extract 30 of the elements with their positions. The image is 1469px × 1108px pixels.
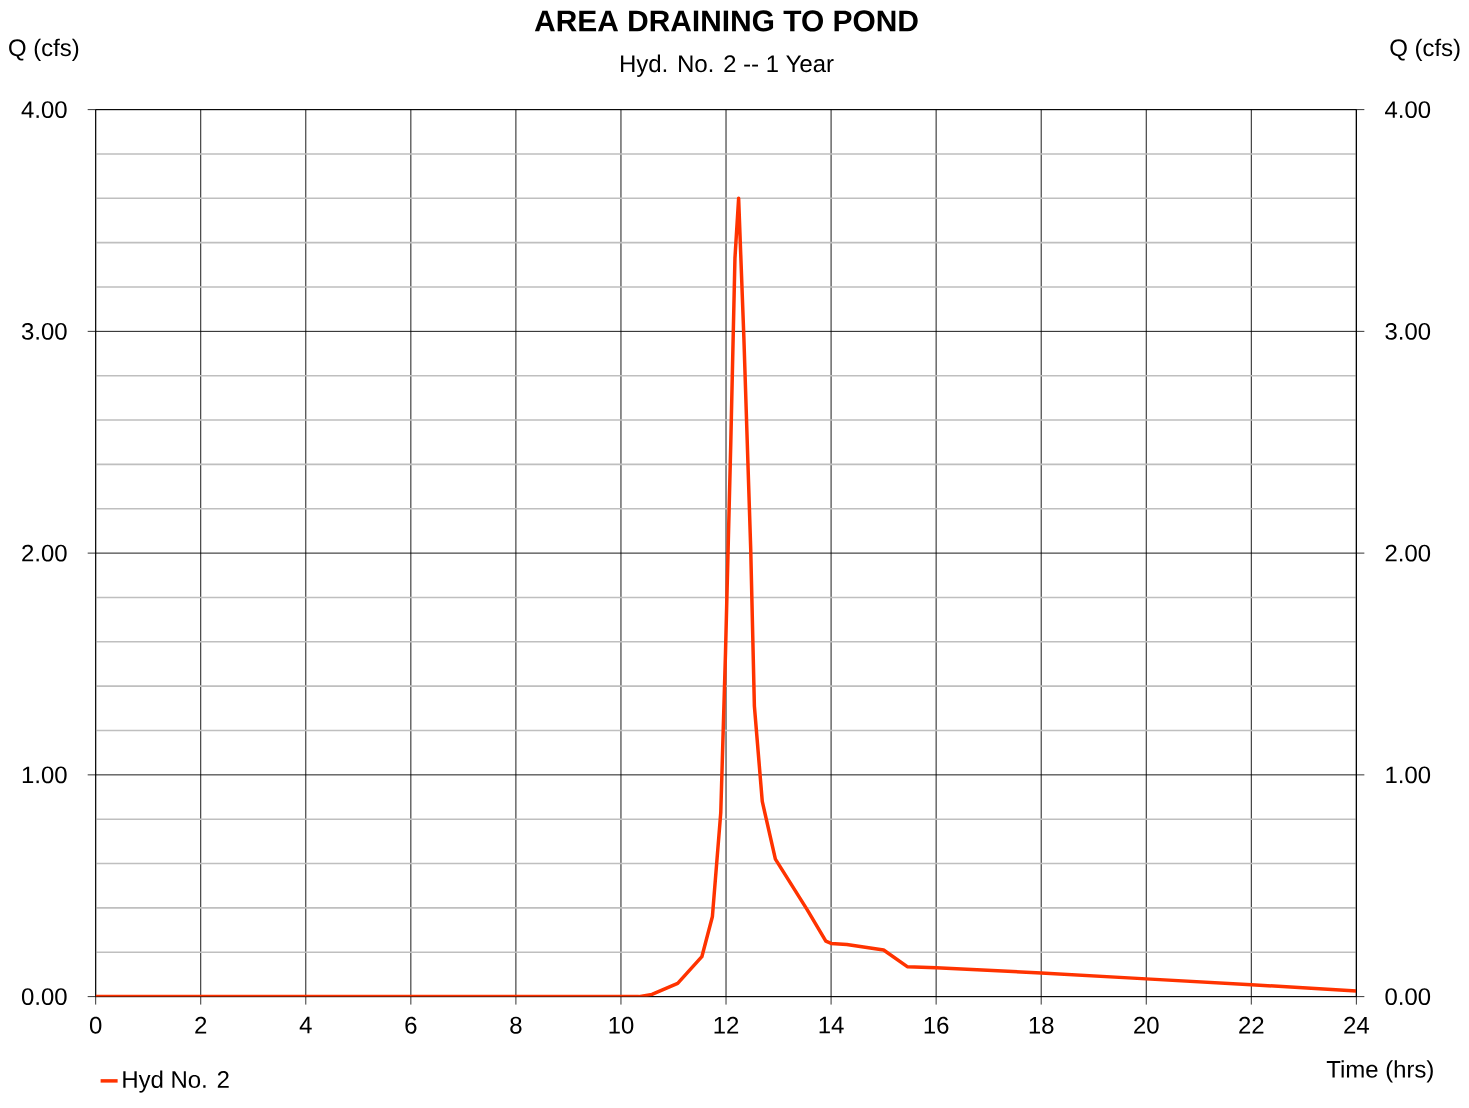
x-tick-label: 14 <box>819 1016 844 1034</box>
y2-tick-label: 0.00 <box>1385 988 1431 1005</box>
x-tick-label: 12 <box>714 1016 739 1034</box>
y-tick-label: 2.00 <box>22 544 67 562</box>
x-tick-label: 24 <box>1344 1016 1369 1034</box>
x-tick-label: 22 <box>1239 1016 1264 1034</box>
x-tick-label: 6 <box>405 1016 417 1034</box>
x-tick-label: 2 <box>195 1016 207 1034</box>
chart-subtitle: Hyd. No. 2 -- 1 Year <box>621 54 834 77</box>
y2-tick-label: 2.00 <box>1385 544 1431 562</box>
x-tick-label: 8 <box>510 1016 522 1034</box>
y2-tick-label: 1.00 <box>1386 766 1431 784</box>
y2-tick-label: 4.00 <box>1385 101 1431 118</box>
y-tick-label: 4.00 <box>21 101 67 118</box>
y-axis-title: Q (cfs) <box>9 38 79 61</box>
x-tick-label: 16 <box>924 1016 949 1034</box>
x-tick-label: 18 <box>1029 1016 1054 1034</box>
legend-label: Hyd No. 2 <box>123 1070 229 1093</box>
y-tick-label: 3.00 <box>21 322 67 340</box>
x-tick-label: 10 <box>609 1016 634 1034</box>
y-tick-label: 0.00 <box>21 988 67 1005</box>
x-tick-label: 20 <box>1134 1016 1159 1034</box>
x-tick-label: 0 <box>89 1016 102 1034</box>
x-tick-label: 4 <box>299 1016 312 1034</box>
chart-title: AREA DRAINING TO POND <box>534 10 918 32</box>
y-tick-label: 1.00 <box>22 766 67 784</box>
y2-axis-title: Q (cfs) <box>1390 38 1460 61</box>
x-axis-title: Time (hrs) <box>1326 1060 1433 1083</box>
line-series <box>95 196 1357 997</box>
y2-tick-label: 3.00 <box>1385 322 1431 340</box>
